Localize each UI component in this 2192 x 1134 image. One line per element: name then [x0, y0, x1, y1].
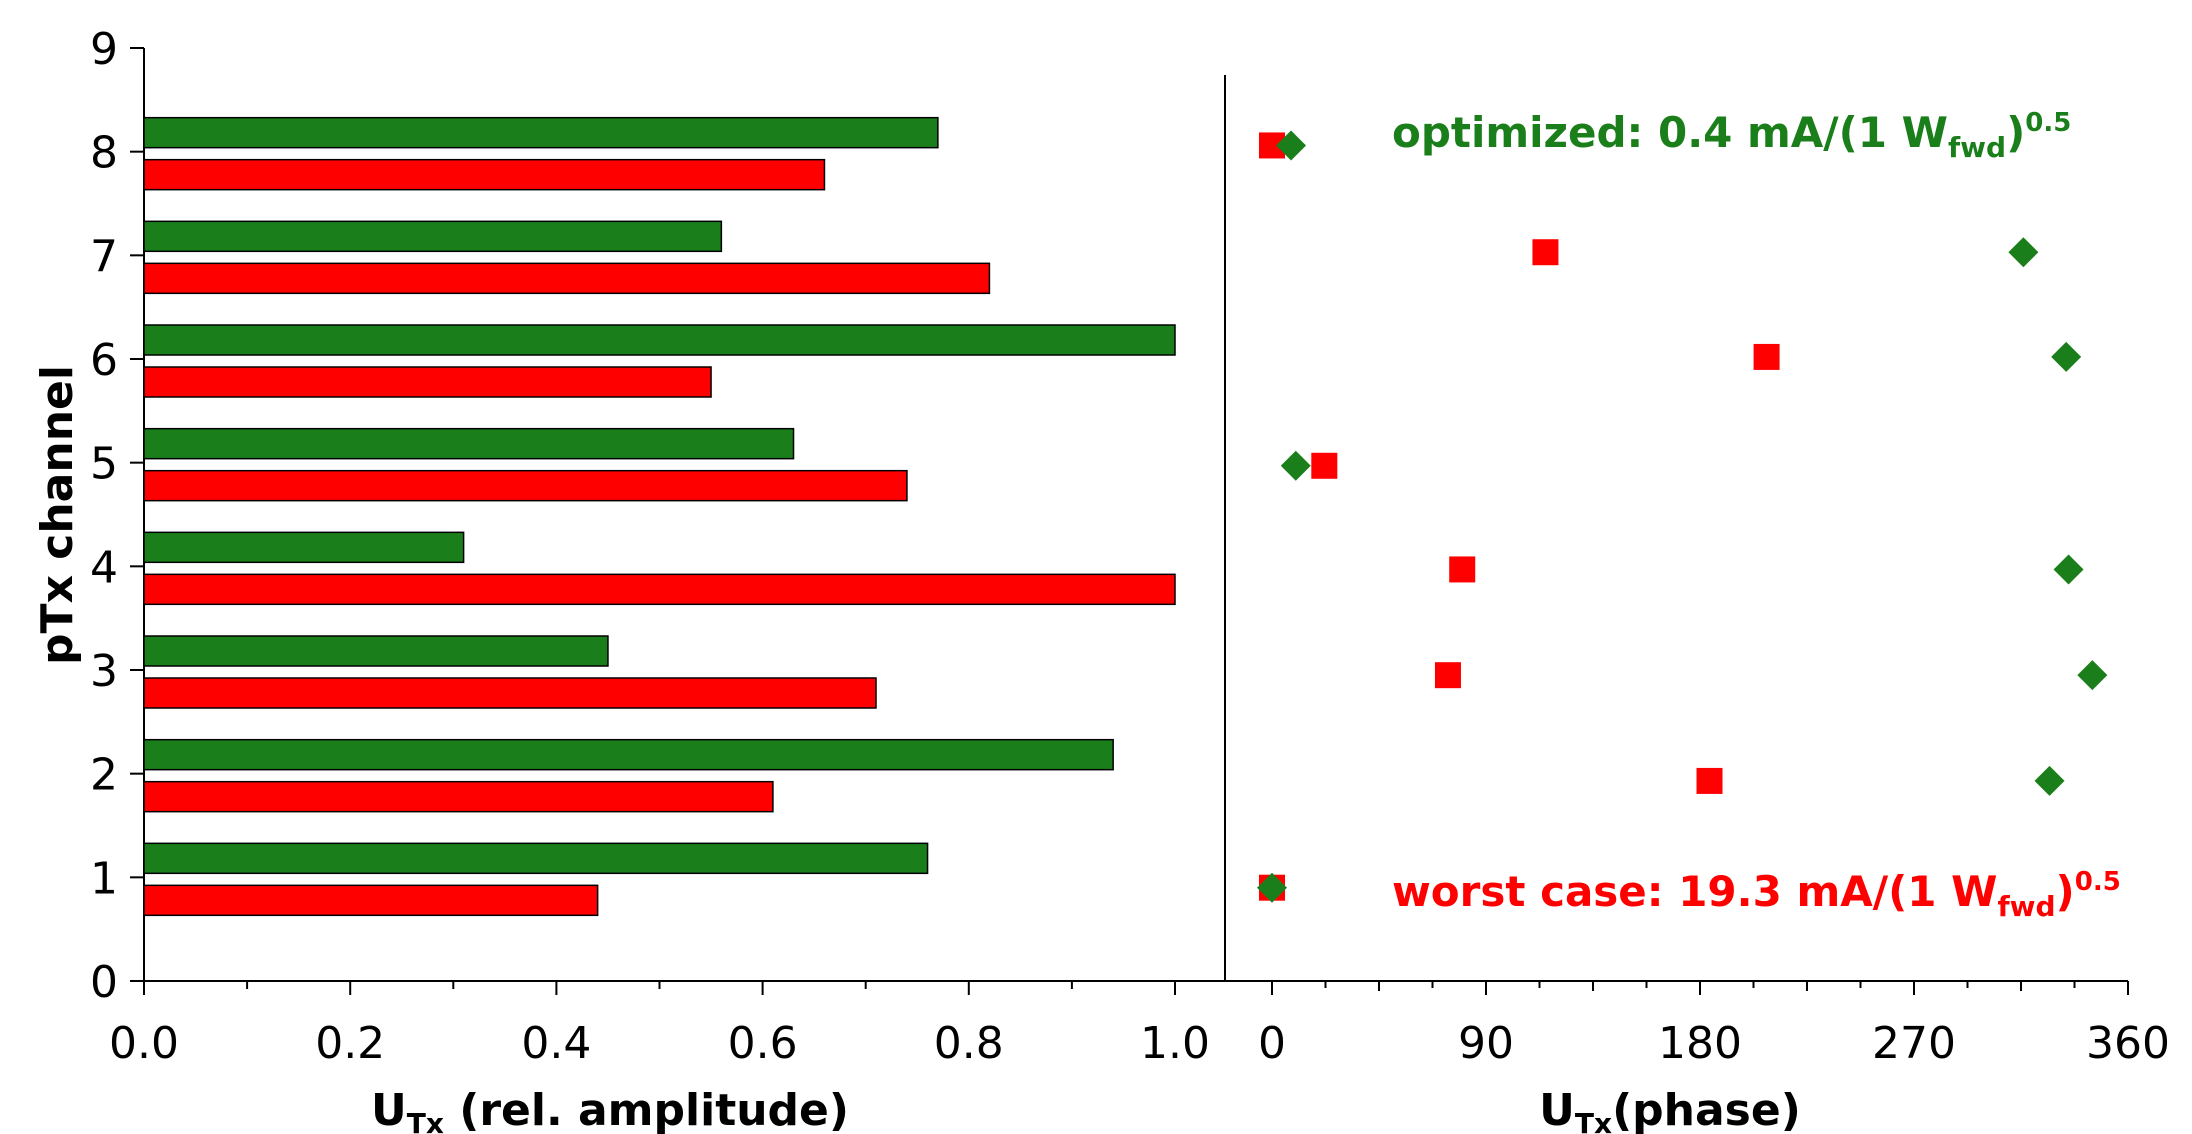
worst-case-bar-channel-7 [143, 262, 991, 295]
y-tick-label: 9 [90, 24, 118, 75]
phase-tick-label: 270 [1872, 1018, 1956, 1069]
optimized-annotation: optimized: 0.4 mA/(1 Wfwd)0.5 [1392, 108, 2071, 164]
optimized-bar-channel-5 [143, 427, 795, 460]
amplitude-bars [143, 116, 1176, 917]
optimized-bar-channel-8 [143, 116, 939, 149]
optimized-phase-point [2008, 237, 2039, 268]
y-tick-label: 5 [90, 439, 118, 490]
y-tick-label: 4 [90, 542, 118, 593]
y-tick-label: 0 [90, 957, 118, 1008]
optimized-phase-point [2053, 554, 2084, 585]
worst-case-phase-point [1532, 239, 1559, 266]
phase-tick-label: 360 [2086, 1018, 2170, 1069]
amplitude-tick-label: 0.6 [728, 1018, 798, 1069]
worst-case-phase-point [1311, 452, 1338, 479]
optimized-bar-channel-7 [143, 220, 723, 253]
phase-tick-label: 180 [1658, 1018, 1742, 1069]
amplitude-tick-label: 0.0 [109, 1018, 179, 1069]
amplitude-x-axis-title: UTx (rel. amplitude) [371, 1085, 849, 1134]
optimized-phase-point [1276, 130, 1307, 161]
phase-tick-label: 90 [1458, 1018, 1514, 1069]
amplitude-tick-label: 0.2 [315, 1018, 385, 1069]
optimized-bar-channel-4 [143, 531, 465, 564]
y-axis-title: pTx channel [32, 365, 83, 665]
optimized-phase-point [2077, 660, 2108, 691]
phase-x-ticks: 0 90 180 270 360 [1258, 981, 2170, 1069]
worst-case-annotation: worst case: 19.3 mA/(1 Wfwd)0.5 [1392, 867, 2121, 923]
worst-case-phase-point [1696, 767, 1723, 794]
y-tick-label: 7 [90, 231, 118, 282]
worst-case-bar-channel-1 [143, 884, 599, 917]
worst-case-phase-point [1449, 556, 1476, 583]
worst-case-bar-channel-3 [143, 677, 877, 709]
y-tick-label: 6 [90, 335, 118, 386]
optimized-phase-point [1280, 450, 1311, 481]
optimized-phase-point [1257, 872, 1287, 903]
y-tick-label: 3 [90, 646, 118, 697]
y-tick-label: 2 [90, 750, 118, 801]
y-tick-label: 1 [90, 853, 118, 904]
worst-case-bar-channel-2 [143, 780, 774, 813]
worst-case-bar-channel-5 [143, 469, 908, 502]
amplitude-x-ticks: 0.0 0.2 0.4 0.6 0.8 1.0 [109, 981, 1210, 1069]
optimized-bar-channel-3 [143, 635, 609, 667]
worst-case-phase-point [1434, 662, 1461, 689]
y-tick-label: 8 [90, 128, 118, 179]
optimized-phase-point [2034, 765, 2065, 796]
y-ticks: 0 1 2 3 4 5 6 7 8 9 [90, 24, 144, 1008]
optimized-bar-channel-1 [143, 842, 929, 875]
amplitude-tick-label: 0.8 [934, 1018, 1004, 1069]
phase-tick-label: 0 [1258, 1018, 1286, 1069]
worst-case-bar-channel-4 [143, 573, 1176, 606]
optimized-phase-point [2051, 341, 2082, 372]
worst-case-phase-point [1753, 343, 1780, 370]
optimized-bar-channel-6 [143, 324, 1176, 356]
optimized-bar-channel-2 [143, 738, 1114, 771]
worst-case-bar-channel-8 [143, 158, 826, 191]
worst-case-bar-channel-6 [143, 366, 712, 398]
amplitude-tick-label: 1.0 [1140, 1018, 1210, 1069]
amplitude-tick-label: 0.4 [521, 1018, 591, 1069]
phase-points [1257, 130, 2108, 903]
phase-x-axis-title: UTx(phase) [1539, 1085, 1801, 1134]
